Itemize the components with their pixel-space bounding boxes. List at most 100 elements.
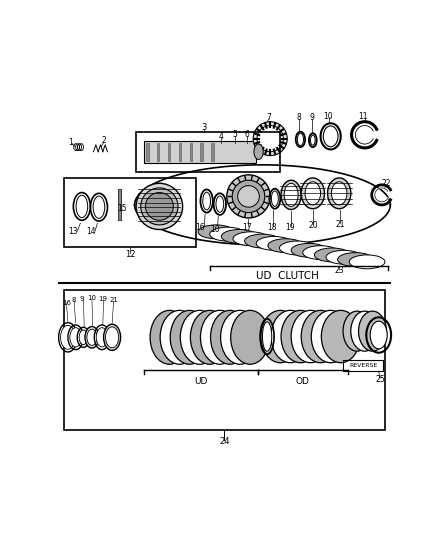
Ellipse shape xyxy=(301,310,340,363)
Text: 19: 19 xyxy=(98,296,107,302)
Text: 16: 16 xyxy=(62,300,71,305)
Bar xyxy=(211,142,214,161)
Ellipse shape xyxy=(96,328,108,347)
Ellipse shape xyxy=(326,251,362,264)
Text: 25: 25 xyxy=(375,375,385,384)
Text: REVERSE: REVERSE xyxy=(349,364,377,368)
Text: UD: UD xyxy=(194,377,207,386)
Ellipse shape xyxy=(79,330,88,345)
Ellipse shape xyxy=(211,310,249,364)
Ellipse shape xyxy=(221,310,259,364)
Ellipse shape xyxy=(136,183,183,230)
Bar xyxy=(136,132,279,172)
Ellipse shape xyxy=(150,310,189,364)
Text: 12: 12 xyxy=(125,251,135,260)
Ellipse shape xyxy=(232,180,265,213)
Text: 23: 23 xyxy=(334,266,344,275)
Ellipse shape xyxy=(191,310,229,364)
Ellipse shape xyxy=(311,310,350,363)
Ellipse shape xyxy=(198,225,234,239)
Ellipse shape xyxy=(201,310,239,364)
Ellipse shape xyxy=(145,192,173,220)
Ellipse shape xyxy=(279,241,315,255)
Ellipse shape xyxy=(221,230,257,244)
Text: 19: 19 xyxy=(285,223,294,232)
Ellipse shape xyxy=(233,232,268,246)
Text: 8: 8 xyxy=(72,297,76,303)
Text: 15: 15 xyxy=(117,204,127,213)
Ellipse shape xyxy=(93,196,105,219)
Text: 1: 1 xyxy=(68,138,73,147)
Ellipse shape xyxy=(311,135,315,145)
Ellipse shape xyxy=(338,253,373,266)
Ellipse shape xyxy=(203,192,211,210)
Ellipse shape xyxy=(349,255,385,269)
Ellipse shape xyxy=(314,248,350,262)
Ellipse shape xyxy=(301,178,325,209)
Ellipse shape xyxy=(271,310,310,363)
Ellipse shape xyxy=(343,311,371,351)
Text: 2: 2 xyxy=(101,136,106,146)
Text: 7: 7 xyxy=(266,114,271,123)
Ellipse shape xyxy=(321,310,360,363)
Ellipse shape xyxy=(254,144,263,159)
Ellipse shape xyxy=(272,191,278,206)
Bar xyxy=(146,142,148,161)
Ellipse shape xyxy=(87,329,97,345)
Ellipse shape xyxy=(303,246,339,260)
Ellipse shape xyxy=(281,310,320,363)
Ellipse shape xyxy=(170,310,209,364)
Text: 10: 10 xyxy=(88,295,96,301)
Text: 9: 9 xyxy=(310,114,314,123)
Ellipse shape xyxy=(106,327,119,348)
Text: 6: 6 xyxy=(244,130,249,139)
Ellipse shape xyxy=(305,182,321,205)
Text: 16: 16 xyxy=(196,223,205,232)
Ellipse shape xyxy=(60,325,75,349)
Ellipse shape xyxy=(103,324,120,350)
Ellipse shape xyxy=(238,185,259,207)
Text: 24: 24 xyxy=(219,437,230,446)
Text: 4: 4 xyxy=(219,132,224,141)
Ellipse shape xyxy=(359,311,386,351)
Ellipse shape xyxy=(227,175,270,218)
Bar xyxy=(201,142,203,161)
Text: 8: 8 xyxy=(297,114,301,123)
Ellipse shape xyxy=(141,188,178,225)
Ellipse shape xyxy=(160,310,199,364)
Text: 13: 13 xyxy=(68,227,78,236)
Bar xyxy=(179,142,181,161)
Text: 20: 20 xyxy=(308,221,318,230)
Ellipse shape xyxy=(76,195,88,217)
Text: 17: 17 xyxy=(242,223,252,232)
Text: 14: 14 xyxy=(86,227,96,236)
Text: 21: 21 xyxy=(109,297,118,303)
Text: 11: 11 xyxy=(358,112,368,121)
Ellipse shape xyxy=(210,227,245,241)
Text: OD: OD xyxy=(296,377,310,386)
Text: 10: 10 xyxy=(324,112,333,121)
Text: 22: 22 xyxy=(381,179,391,188)
Ellipse shape xyxy=(281,180,301,209)
Ellipse shape xyxy=(332,182,347,205)
Ellipse shape xyxy=(291,310,330,363)
Ellipse shape xyxy=(291,244,327,257)
Ellipse shape xyxy=(351,311,379,351)
Text: 18: 18 xyxy=(267,223,276,232)
Ellipse shape xyxy=(268,239,304,253)
Bar xyxy=(343,360,383,371)
Text: 3: 3 xyxy=(201,123,206,132)
Ellipse shape xyxy=(245,234,280,248)
Ellipse shape xyxy=(231,310,269,364)
Text: 10: 10 xyxy=(210,225,220,234)
Ellipse shape xyxy=(297,133,304,146)
Bar xyxy=(64,178,196,247)
Ellipse shape xyxy=(328,178,351,209)
Ellipse shape xyxy=(261,310,300,363)
Text: 5: 5 xyxy=(232,130,237,139)
Bar xyxy=(144,141,256,163)
Ellipse shape xyxy=(262,322,272,351)
Ellipse shape xyxy=(85,327,99,348)
Text: UD  CLUTCH: UD CLUTCH xyxy=(256,271,319,281)
Ellipse shape xyxy=(216,196,224,212)
